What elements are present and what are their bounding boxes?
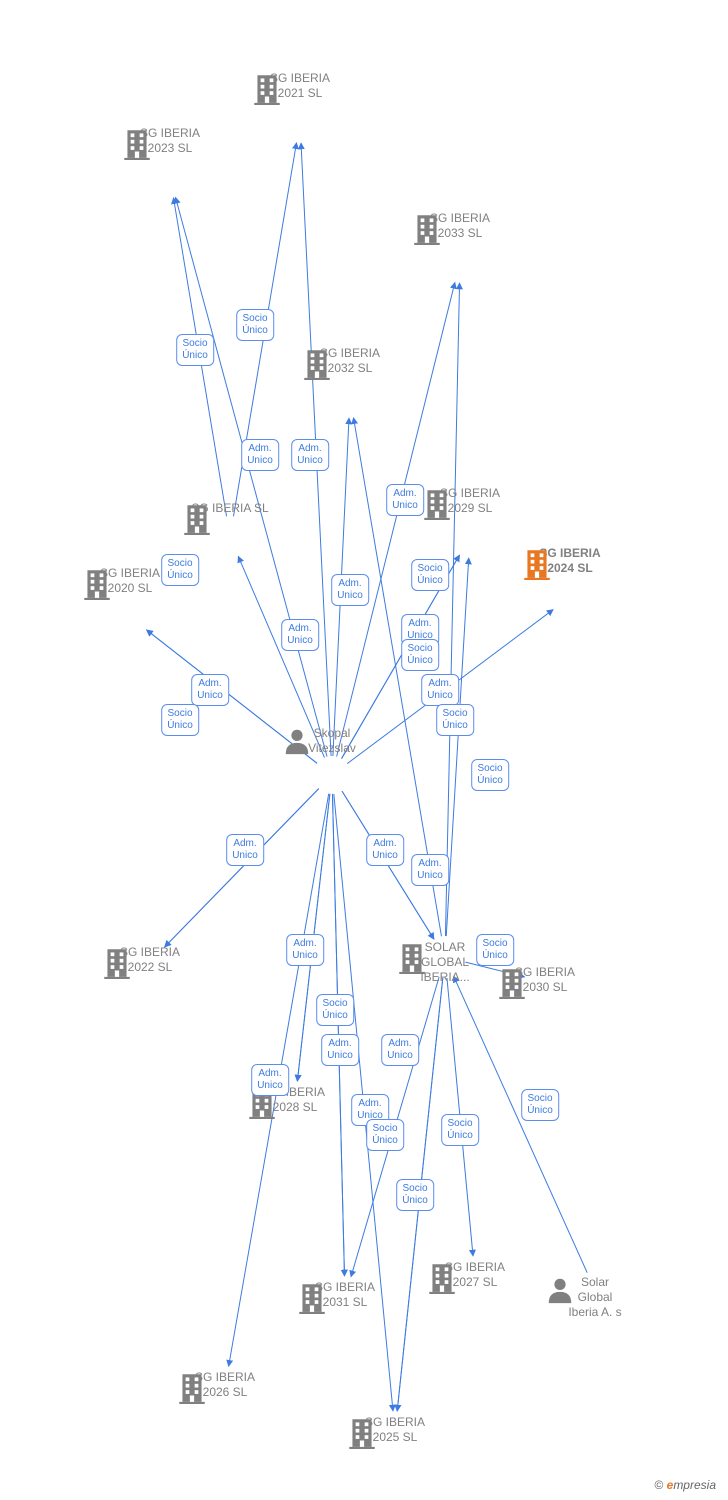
edge-label: Socio Único [236,309,274,341]
node-sg2027[interactable]: SG IBERIA 2027 SL [425,1260,525,1292]
edge-label: Socio Único [161,554,199,586]
edge-label: Socio Único [396,1179,434,1211]
node-sg2026[interactable]: SG IBERIA 2026 SL [175,1370,275,1402]
building-icon [300,346,334,380]
building-icon [410,211,444,245]
building-icon [120,126,154,160]
edge-label: Adm. Unico [291,439,329,471]
node-sg2030[interactable]: SG IBERIA 2030 SL [495,965,595,997]
edge-label: Adm. Unico [321,1034,359,1066]
node-sg2025[interactable]: SG IBERIA 2025 SL [345,1415,445,1447]
edge-label: Adm. Unico [386,484,424,516]
edge-label: Adm. Unico [421,674,459,706]
node-sg2029[interactable]: SG IBERIA 2029 SL [420,486,520,518]
edge-label: Socio Único [366,1119,404,1151]
building-icon [395,940,429,974]
person-icon [545,1275,575,1305]
node-sg2031[interactable]: SG IBERIA 2031 SL [295,1280,395,1312]
building-icon [100,945,134,979]
building-icon [295,1280,329,1314]
edge-label: Adm. Unico [226,834,264,866]
node-sg2021[interactable]: SG IBERIA 2021 SL [250,71,350,103]
edge-line [165,789,319,947]
node-sgiberia[interactable]: SG IBERIA SL [180,501,280,518]
node-sg2024[interactable]: SG IBERIA 2024 SL [520,546,620,578]
edge-label: Adm. Unico [191,674,229,706]
building-icon [175,1370,209,1404]
node-sg2023[interactable]: SG IBERIA 2023 SL [120,126,220,158]
edge-label: Socio Único [521,1089,559,1121]
credit-line: © empresia [654,1478,716,1492]
brand-rest: mpresia [673,1478,716,1492]
node-sg2033[interactable]: SG IBERIA 2033 SL [410,211,510,243]
edge-label: Socio Único [411,559,449,591]
edge-label: Adm. Unico [411,854,449,886]
person-icon [282,726,312,756]
edge-label: Socio Único [441,1114,479,1146]
edge-line [175,197,327,756]
edge-label: Socio Único [316,994,354,1026]
edge-label: Socio Único [401,639,439,671]
edge-label: Socio Único [436,704,474,736]
node-sg2022[interactable]: SG IBERIA 2022 SL [100,945,200,977]
building-icon [520,546,554,580]
building-icon [420,486,454,520]
edge-label: Adm. Unico [331,574,369,606]
building-icon [180,501,214,535]
building-icon [425,1260,459,1294]
edge-label: Adm. Unico [286,934,324,966]
building-icon [250,71,284,105]
edge-label: Adm. Unico [366,834,404,866]
edge-label: Socio Único [161,704,199,736]
edge-label: Socio Único [471,759,509,791]
building-icon [345,1415,379,1449]
edge-label: Adm. Unico [281,619,319,651]
edge-label: Socio Único [176,334,214,366]
building-icon [495,965,529,999]
edge-label: Adm. Unico [381,1034,419,1066]
edge-label: Adm. Unico [251,1064,289,1096]
edge-label: Socio Único [476,934,514,966]
edge-label: Adm. Unico [241,439,279,471]
node-solarAs[interactable]: Solar Global Iberia A. s [545,1275,645,1322]
building-icon [80,566,114,600]
node-sg2032[interactable]: SG IBERIA 2032 SL [300,346,400,378]
node-skopal[interactable]: Skopal Vitezslav [282,726,382,758]
copyright-symbol: © [654,1478,663,1492]
